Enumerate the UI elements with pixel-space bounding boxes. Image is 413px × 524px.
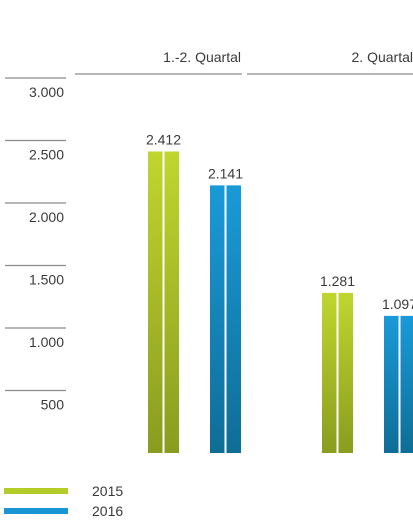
bar-value-label: 1.281	[320, 273, 355, 289]
bar-divider	[224, 185, 227, 453]
bar-value-label: 1.097	[382, 296, 413, 312]
category-label: 1.-2. Quartal	[163, 49, 241, 65]
legend: 2015 2016	[4, 481, 123, 521]
y-tick-label: 2.000	[29, 209, 64, 225]
y-tick-label: 2.500	[29, 147, 64, 163]
legend-item-2016: 2016	[4, 501, 123, 521]
bar-divider	[162, 151, 165, 453]
y-tick-label: 1.000	[29, 334, 64, 350]
y-tick-label: 3.000	[29, 84, 64, 100]
legend-item-2015: 2015	[4, 481, 123, 501]
y-tick-label: 500	[41, 397, 65, 413]
bar-divider	[336, 292, 339, 453]
category-label: 2. Quartal	[352, 49, 413, 65]
legend-label-2016: 2016	[92, 503, 124, 519]
bar-divider	[398, 315, 401, 453]
y-tick-label: 1.500	[29, 272, 64, 288]
legend-swatch-2016	[4, 508, 68, 514]
bar-value-label: 2.141	[208, 165, 243, 181]
legend-label-2015: 2015	[92, 483, 124, 499]
bar-value-label: 2.412	[146, 132, 181, 148]
legend-swatch-2015	[4, 488, 68, 494]
bar-chart: 500 1.000 1.500 2.000 2.500 3.000 1.-2. Quart…	[5, 49, 413, 453]
